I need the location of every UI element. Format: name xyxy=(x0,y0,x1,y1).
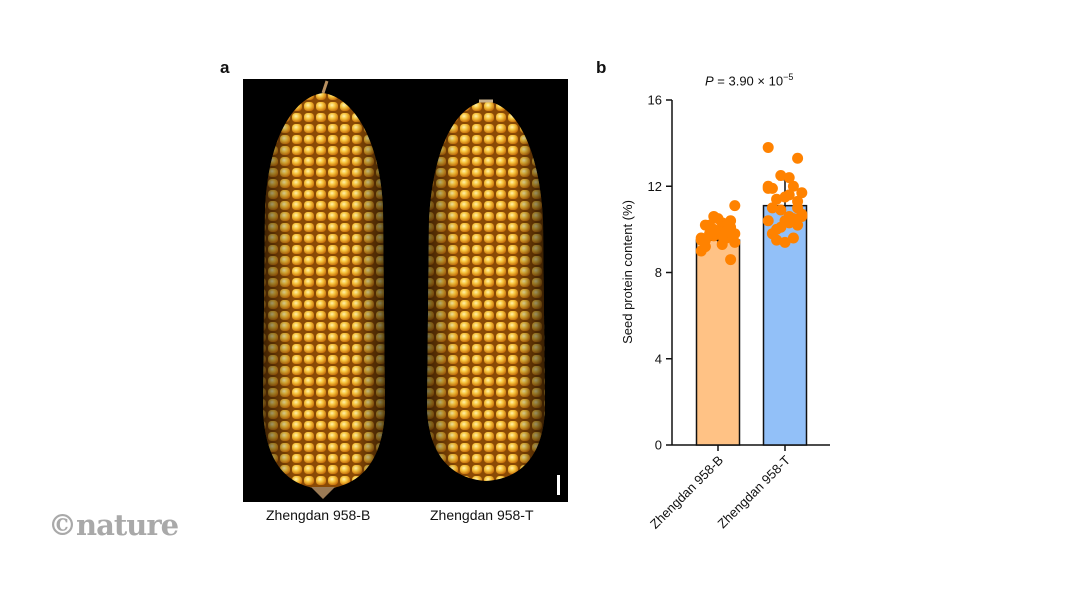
data-point xyxy=(712,226,724,238)
data-point xyxy=(792,219,804,231)
caption-zhengdan-t: Zhengdan 958-T xyxy=(430,507,534,523)
p-value-exponent: −5 xyxy=(783,72,794,82)
data-point xyxy=(708,223,720,235)
data-point xyxy=(783,172,795,184)
data-point xyxy=(695,245,707,257)
data-point xyxy=(779,191,791,203)
data-point xyxy=(775,169,787,181)
data-point xyxy=(762,182,774,194)
data-point xyxy=(787,180,799,192)
data-point xyxy=(792,152,804,164)
data-point xyxy=(704,228,716,240)
data-point xyxy=(729,200,741,212)
data-point xyxy=(699,219,711,231)
data-point xyxy=(725,215,737,227)
data-point xyxy=(720,226,732,238)
data-point xyxy=(771,223,783,235)
data-point xyxy=(720,226,732,238)
ear-t xyxy=(427,99,545,481)
bar xyxy=(695,239,741,446)
data-point xyxy=(695,234,707,246)
y-tick-label: 12 xyxy=(648,179,662,194)
data-point xyxy=(699,241,711,253)
x-tick-label: Zhengdan 958-T xyxy=(715,452,794,531)
y-tick-label: 0 xyxy=(655,438,662,453)
data-point xyxy=(771,234,783,246)
data-point xyxy=(766,182,778,194)
data-point xyxy=(771,193,783,205)
data-point xyxy=(716,217,728,229)
y-axis-label: Seed protein content (%) xyxy=(620,200,635,344)
y-tick-label: 8 xyxy=(655,265,662,280)
data-point xyxy=(783,189,795,201)
data-point xyxy=(766,228,778,240)
data-point xyxy=(716,230,728,242)
p-value-text: = 3.90 × 10 xyxy=(713,73,784,89)
data-point xyxy=(779,215,791,227)
data-point xyxy=(708,230,720,242)
data-point xyxy=(716,238,728,250)
data-point xyxy=(695,232,707,244)
y-tick-label: 16 xyxy=(648,93,662,108)
data-point xyxy=(762,141,774,153)
caption-zhengdan-b: Zhengdan 958-B xyxy=(266,507,371,523)
bar xyxy=(762,204,808,446)
scale-bar xyxy=(557,475,560,495)
data-point xyxy=(787,213,799,225)
x-tick-label: Zhengdan 958-B xyxy=(647,453,726,532)
data-point xyxy=(792,195,804,207)
maize-ears-photo xyxy=(243,79,568,502)
data-point xyxy=(779,236,791,248)
p-value-annotation: P = 3.90 × 10−5 xyxy=(705,72,794,89)
panel-b-label: b xyxy=(596,58,607,77)
data-point xyxy=(796,187,808,199)
data-point xyxy=(766,202,778,214)
data-point xyxy=(796,210,808,222)
data-point xyxy=(796,208,808,220)
data-point xyxy=(775,221,787,233)
data-point xyxy=(729,236,741,248)
data-point xyxy=(712,213,724,225)
ear-b xyxy=(263,80,385,499)
data-point xyxy=(708,210,720,222)
data-point xyxy=(729,228,741,240)
y-tick-label: 4 xyxy=(655,351,662,366)
data-point xyxy=(725,221,737,233)
data-point xyxy=(775,204,787,216)
data-point xyxy=(704,219,716,231)
data-point xyxy=(792,202,804,214)
data-point xyxy=(762,180,774,192)
data-point xyxy=(787,232,799,244)
panel-a-label: a xyxy=(220,58,230,77)
nature-watermark: ©nature xyxy=(48,508,179,542)
data-point xyxy=(783,210,795,222)
data-point xyxy=(762,215,774,227)
data-point xyxy=(783,217,795,229)
data-point xyxy=(725,254,737,266)
data-point xyxy=(699,234,711,246)
data-point xyxy=(720,232,732,244)
